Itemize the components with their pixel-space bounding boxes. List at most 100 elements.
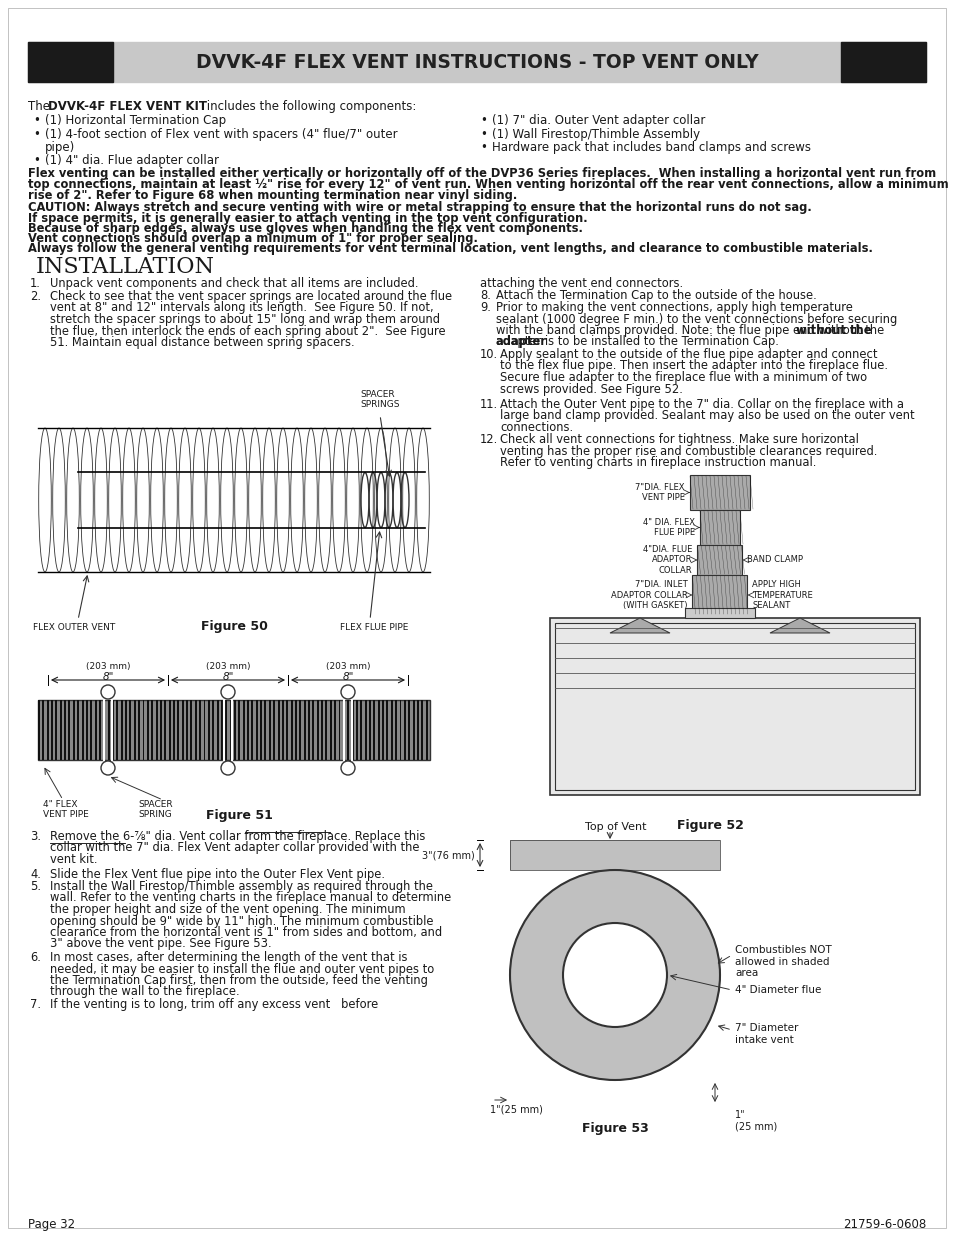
- Bar: [386, 700, 388, 760]
- Bar: [208, 700, 210, 760]
- Text: 4" FLEX
VENT PIPE: 4" FLEX VENT PIPE: [43, 800, 89, 819]
- Text: vent at 8" and 12" intervals along its length.  See Figure 50. If not,: vent at 8" and 12" intervals along its l…: [50, 301, 434, 315]
- Bar: [342, 700, 344, 760]
- Bar: [382, 700, 384, 760]
- Bar: [334, 700, 335, 760]
- Bar: [299, 700, 301, 760]
- Text: 7"DIA. FLEX
VENT PIPE: 7"DIA. FLEX VENT PIPE: [635, 483, 684, 503]
- Text: connections.: connections.: [499, 421, 573, 433]
- Bar: [64, 700, 66, 760]
- Circle shape: [101, 761, 115, 776]
- Text: 1.: 1.: [30, 277, 41, 290]
- Bar: [91, 700, 92, 760]
- Bar: [60, 700, 62, 760]
- Bar: [69, 700, 71, 760]
- Text: needed, it may be easier to install the flue and outer vent pipes to: needed, it may be easier to install the …: [50, 962, 434, 976]
- Bar: [347, 700, 349, 760]
- Text: collar with the 7" dia. Flex Vent adapter collar provided with the: collar with the 7" dia. Flex Vent adapte…: [50, 841, 419, 855]
- Text: top connections, maintain at least ½" rise for every 12" of vent run. When venti: top connections, maintain at least ½" ri…: [28, 178, 947, 191]
- Bar: [255, 700, 257, 760]
- Text: 51. Maintain equal distance between spring spacers.: 51. Maintain equal distance between spri…: [50, 336, 355, 350]
- Circle shape: [101, 685, 115, 699]
- Text: 8": 8": [102, 672, 113, 682]
- Text: (203 mm): (203 mm): [325, 662, 370, 671]
- Bar: [55, 700, 57, 760]
- Text: •: •: [479, 128, 486, 141]
- Bar: [194, 700, 196, 760]
- Bar: [294, 700, 296, 760]
- Bar: [316, 700, 318, 760]
- Text: adapter is to be installed to the Termination Cap.: adapter is to be installed to the Termin…: [496, 336, 778, 348]
- Bar: [510, 840, 720, 869]
- Bar: [697, 545, 741, 576]
- Bar: [399, 700, 401, 760]
- Bar: [395, 700, 396, 760]
- Bar: [152, 700, 153, 760]
- Text: 6.: 6.: [30, 951, 41, 965]
- Bar: [242, 700, 244, 760]
- Bar: [47, 700, 49, 760]
- Text: 1"
(25 mm): 1" (25 mm): [734, 1110, 777, 1131]
- Text: FLEX OUTER VENT: FLEX OUTER VENT: [33, 622, 115, 632]
- Text: Apply sealant to the outside of the flue pipe adapter and connect: Apply sealant to the outside of the flue…: [499, 348, 877, 361]
- Text: pipe): pipe): [45, 141, 75, 154]
- Text: the proper height and size of the vent opening. The minimum: the proper height and size of the vent o…: [50, 903, 405, 916]
- Bar: [260, 700, 262, 760]
- Bar: [203, 700, 205, 760]
- Bar: [191, 700, 193, 760]
- Bar: [338, 700, 340, 760]
- Bar: [112, 700, 114, 760]
- Bar: [550, 618, 919, 795]
- Text: 7.: 7.: [30, 998, 41, 1011]
- Text: Combustibles NOT
allowed in shaded
area: Combustibles NOT allowed in shaded area: [734, 945, 831, 978]
- Text: SPACER
SPRINGS: SPACER SPRINGS: [359, 390, 399, 409]
- Text: stretch the spacer springs to about 15" long and wrap them around: stretch the spacer springs to about 15" …: [50, 312, 439, 326]
- Bar: [77, 700, 79, 760]
- Bar: [291, 700, 293, 760]
- Text: 21759-6-0608: 21759-6-0608: [841, 1218, 925, 1231]
- Text: attaching the vent end connectors.: attaching the vent end connectors.: [479, 277, 682, 290]
- Text: Vent connections should overlap a minimum of 1" for proper sealing.: Vent connections should overlap a minimu…: [28, 232, 477, 245]
- Text: 3" above the vent pipe. See Figure 53.: 3" above the vent pipe. See Figure 53.: [50, 937, 272, 951]
- Text: (203 mm): (203 mm): [86, 662, 131, 671]
- Text: CAUTION: Always stretch and secure venting with wire or metal strapping to ensur: CAUTION: Always stretch and secure venti…: [28, 201, 811, 214]
- Text: Attach the Outer Vent pipe to the 7" dia. Collar on the fireplace with a: Attach the Outer Vent pipe to the 7" dia…: [499, 398, 903, 411]
- Bar: [169, 700, 171, 760]
- Text: Figure 50: Figure 50: [200, 620, 267, 634]
- Text: through the wall to the fireplace.: through the wall to the fireplace.: [50, 986, 239, 999]
- Text: BAND CLAMP: BAND CLAMP: [747, 556, 802, 564]
- Text: Refer to venting charts in fireplace instruction manual.: Refer to venting charts in fireplace ins…: [499, 456, 816, 469]
- Text: opening should be 9" wide by 11" high. The minimum combustible: opening should be 9" wide by 11" high. T…: [50, 914, 433, 927]
- Bar: [321, 700, 323, 760]
- Circle shape: [221, 685, 234, 699]
- Text: 9.: 9.: [479, 301, 491, 314]
- Text: venting has the proper rise and combustible clearances required.: venting has the proper rise and combusti…: [499, 445, 877, 457]
- Bar: [247, 700, 249, 760]
- Bar: [125, 700, 127, 760]
- Text: Attach the Termination Cap to the outside of the house.: Attach the Termination Cap to the outsid…: [496, 289, 816, 303]
- Bar: [225, 700, 227, 760]
- Text: Install the Wall Firestop/Thimble assembly as required through the: Install the Wall Firestop/Thimble assemb…: [50, 881, 433, 893]
- Bar: [216, 700, 218, 760]
- Bar: [264, 700, 266, 760]
- Text: Figure 52: Figure 52: [676, 819, 742, 832]
- Text: Check to see that the vent spacer springs are located around the flue: Check to see that the vent spacer spring…: [50, 290, 452, 303]
- Bar: [38, 700, 40, 760]
- Circle shape: [340, 761, 355, 776]
- Text: Flex venting can be installed either vertically or horizontally off of the DVP36: Flex venting can be installed either ver…: [28, 167, 935, 180]
- Bar: [181, 700, 184, 760]
- Polygon shape: [609, 618, 669, 634]
- Text: Figure 53: Figure 53: [581, 1123, 648, 1135]
- Text: 3"(76 mm): 3"(76 mm): [422, 850, 475, 860]
- Bar: [355, 700, 357, 760]
- Bar: [130, 700, 132, 760]
- Text: the flue, then interlock the ends of each spring about 2".  See Figure: the flue, then interlock the ends of eac…: [50, 325, 445, 337]
- Text: 12.: 12.: [479, 433, 497, 446]
- Text: 4" Diameter flue: 4" Diameter flue: [734, 986, 821, 995]
- Text: sealant (1000 degree F min.) to the vent connections before securing: sealant (1000 degree F min.) to the vent…: [496, 312, 897, 326]
- Text: 4" DIA. FLEX
FLUE PIPE: 4" DIA. FLEX FLUE PIPE: [642, 517, 695, 537]
- Bar: [277, 700, 279, 760]
- Bar: [700, 510, 740, 545]
- Bar: [684, 608, 754, 618]
- Text: Secure flue adapter to the fireplace flue with a minimum of two: Secure flue adapter to the fireplace flu…: [499, 370, 866, 384]
